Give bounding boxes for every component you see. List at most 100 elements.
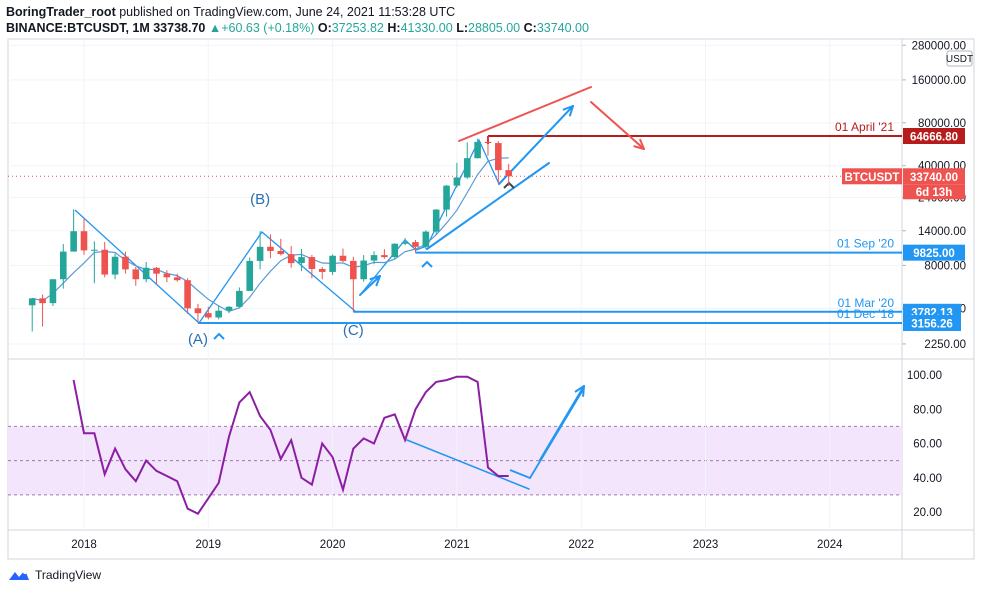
rsi-layer xyxy=(72,375,509,515)
price-tick-label: 160000.00 xyxy=(912,75,966,87)
candle-body xyxy=(194,308,202,314)
candle xyxy=(59,244,67,289)
candle xyxy=(132,266,140,286)
candle xyxy=(370,251,378,265)
rsi-up-arrow-head xyxy=(574,385,585,393)
candle-body xyxy=(267,246,274,251)
candle-body xyxy=(236,290,243,307)
candle xyxy=(225,306,233,314)
candle xyxy=(329,254,336,276)
price-badge-text: 33740.00 xyxy=(910,172,958,184)
candle-body xyxy=(401,242,409,244)
candle-body xyxy=(463,158,471,178)
chart-header: BoringTrader_root published on TradingVi… xyxy=(6,4,589,36)
author-name[interactable]: BoringTrader_root xyxy=(6,5,116,19)
candle xyxy=(101,241,109,278)
candle-body xyxy=(453,177,461,186)
candle-body xyxy=(122,256,129,270)
candle-body xyxy=(205,313,212,318)
candle xyxy=(39,294,46,327)
candle-body xyxy=(256,246,264,261)
time-axis[interactable]: 2018 2019 2020 2021 2022 2023 2024 xyxy=(71,539,843,551)
level-label: 01 Dec '18 xyxy=(837,307,894,321)
candle xyxy=(453,162,461,188)
rsi-background xyxy=(8,425,902,496)
high-value: 41330.00 xyxy=(400,21,453,35)
symbol-label[interactable]: BINANCE:BTCUSDT, 1M xyxy=(6,21,150,35)
candle xyxy=(122,251,129,274)
currency-badge xyxy=(946,50,973,67)
candle xyxy=(339,248,347,263)
level-label: 01 April '21 xyxy=(835,120,894,134)
last-price: 33738.70 xyxy=(153,21,206,35)
candle-body xyxy=(350,260,357,280)
support-trendline xyxy=(426,162,550,250)
candle-body xyxy=(111,256,119,275)
time-tick-label: 2021 xyxy=(444,539,470,551)
ohlc-line: BINANCE:BTCUSDT, 1M 33738.70 ▲+60.63 (+0… xyxy=(6,20,589,36)
candle-body xyxy=(91,249,98,251)
time-tick-label: 2024 xyxy=(817,539,843,551)
chevron-up-icon xyxy=(213,332,225,340)
candle-body xyxy=(59,251,67,280)
price-badge xyxy=(903,168,965,185)
candle-body xyxy=(370,255,378,261)
candle xyxy=(173,273,181,282)
candle-body xyxy=(287,254,295,264)
price-badge xyxy=(903,314,961,331)
wave-label: (C) xyxy=(343,322,364,339)
candle-body xyxy=(474,141,481,159)
candle-body xyxy=(443,185,450,210)
open-value: 37253.82 xyxy=(331,21,384,35)
candle-body xyxy=(184,280,191,309)
time-tick-label: 2023 xyxy=(693,539,719,551)
publish-text: published on TradingView.com, June 24, 2… xyxy=(119,5,456,19)
candle-body xyxy=(412,242,419,247)
candle-body xyxy=(28,298,36,306)
time-tick-label: 2022 xyxy=(568,539,594,551)
close-label: C: xyxy=(523,21,537,35)
candle xyxy=(184,278,191,314)
candle-body xyxy=(70,231,77,252)
candle-body xyxy=(505,170,512,177)
time-tick-label: 2020 xyxy=(320,539,346,551)
low-value: 28805.00 xyxy=(468,21,521,35)
candle xyxy=(360,255,367,282)
rsi-tick-label: 40.00 xyxy=(913,473,942,485)
candle-body xyxy=(277,250,285,255)
rsi-line xyxy=(72,375,509,515)
projection-up-arrow-head xyxy=(568,105,574,117)
rsi-tick-label: 100.00 xyxy=(907,370,942,382)
candle xyxy=(505,163,512,187)
candle-body xyxy=(80,231,88,251)
rsi-axis[interactable]: 100.00 80.00 60.00 40.00 20.00 xyxy=(907,370,942,519)
candle-body xyxy=(49,279,57,304)
price-badge-text: 3156.26 xyxy=(911,318,953,330)
candle xyxy=(318,266,326,280)
candle-body xyxy=(153,267,160,274)
candle xyxy=(194,303,202,324)
candle xyxy=(215,305,222,320)
candle-body xyxy=(298,257,305,264)
wave-label: (A) xyxy=(188,331,208,348)
candle xyxy=(287,245,295,268)
publish-info: BoringTrader_root published on TradingVi… xyxy=(6,4,589,20)
candle xyxy=(49,279,57,307)
footer-brand: TradingView xyxy=(35,568,102,582)
price-badge-text: BTCUSDT xyxy=(845,172,900,184)
candle xyxy=(391,243,399,259)
price-tick-label: 80000.00 xyxy=(918,118,966,130)
tradingview-footer[interactable]: TradingView xyxy=(8,568,101,582)
candle-body xyxy=(495,143,502,171)
candle xyxy=(474,138,481,159)
candle xyxy=(298,249,305,272)
candle-body xyxy=(173,277,181,281)
candle-body xyxy=(308,257,316,269)
candle xyxy=(422,230,430,250)
tradingview-logo-icon xyxy=(9,570,29,580)
candle xyxy=(277,238,285,256)
projection-down-arrow-head xyxy=(633,145,645,150)
candle xyxy=(80,218,88,255)
